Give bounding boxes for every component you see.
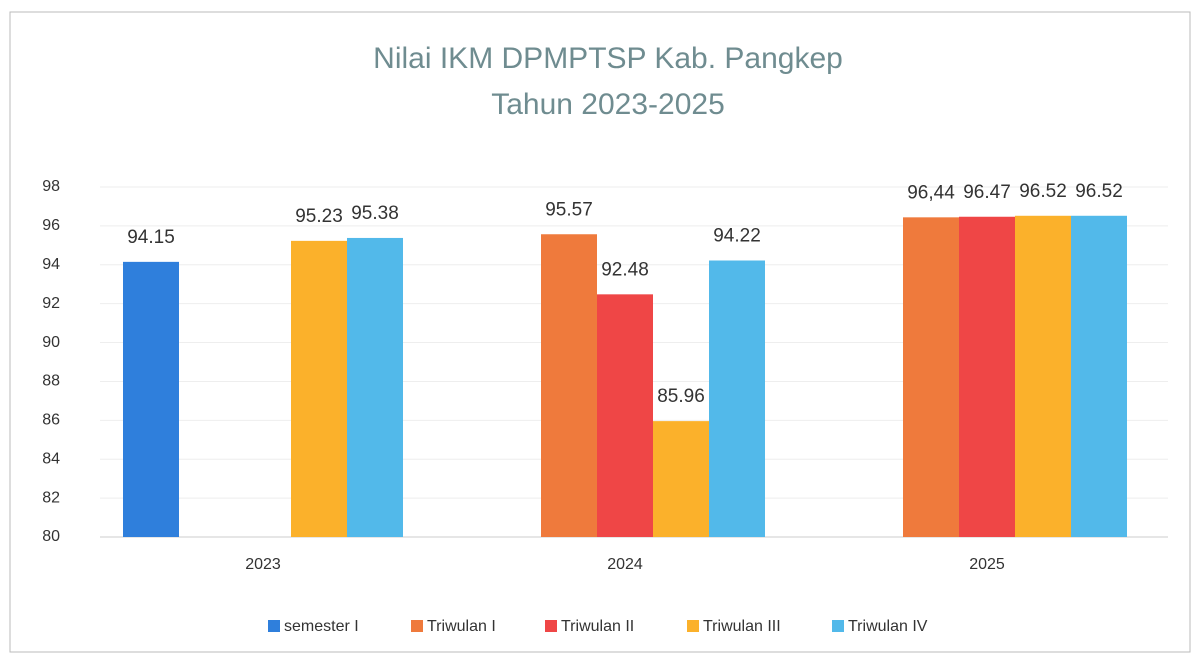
y-tick-label: 96: [42, 217, 60, 234]
legend-swatch: [545, 620, 557, 632]
legend-swatch: [411, 620, 423, 632]
y-tick-label: 98: [42, 178, 60, 195]
value-label: 95.38: [351, 203, 399, 224]
y-tick-label: 82: [42, 489, 60, 506]
bar: [541, 234, 597, 537]
value-label: 96.47: [963, 182, 1011, 203]
bar: [903, 217, 959, 538]
chart-title: Nilai IKM DPMPTSP Kab. Pangkep: [373, 42, 843, 75]
value-label: 94.15: [127, 227, 175, 248]
bar: [959, 216, 1015, 537]
y-tick-label: 80: [42, 528, 60, 545]
value-label: 96,44: [907, 182, 955, 203]
value-label: 95.23: [295, 206, 343, 227]
legend-label: Triwulan I: [427, 618, 496, 635]
chart-subtitle: Tahun 2023-2025: [491, 88, 725, 121]
legend-label: Triwulan IV: [848, 618, 928, 635]
bar: [1071, 215, 1127, 537]
value-label: 85.96: [657, 386, 705, 407]
bar: [1015, 215, 1071, 537]
y-tick-label: 86: [42, 412, 60, 429]
bar: [123, 261, 179, 537]
y-tick-label: 90: [42, 334, 60, 351]
y-tick-label: 88: [42, 373, 60, 390]
value-label: 96.52: [1019, 181, 1067, 202]
bar: [653, 421, 709, 537]
x-tick-label: 2024: [607, 556, 643, 573]
legend-label: semester I: [284, 618, 359, 635]
bar: [347, 237, 403, 537]
y-tick-label: 92: [42, 295, 60, 312]
value-label: 95.57: [545, 199, 593, 220]
value-label: 94.22: [713, 226, 761, 247]
bar: [709, 260, 765, 537]
legend-swatch: [268, 620, 280, 632]
legend-swatch: [832, 620, 844, 632]
y-tick-label: 84: [42, 450, 60, 467]
bar: [597, 294, 653, 537]
legend-label: Triwulan II: [561, 618, 634, 635]
legend-swatch: [687, 620, 699, 632]
x-tick-label: 2025: [969, 556, 1005, 573]
y-tick-label: 94: [42, 256, 60, 273]
legend-label: Triwulan III: [703, 618, 781, 635]
x-tick-label: 2023: [245, 556, 281, 573]
bar: [291, 240, 347, 537]
value-label: 92.48: [601, 259, 649, 280]
value-label: 96.52: [1075, 181, 1123, 202]
